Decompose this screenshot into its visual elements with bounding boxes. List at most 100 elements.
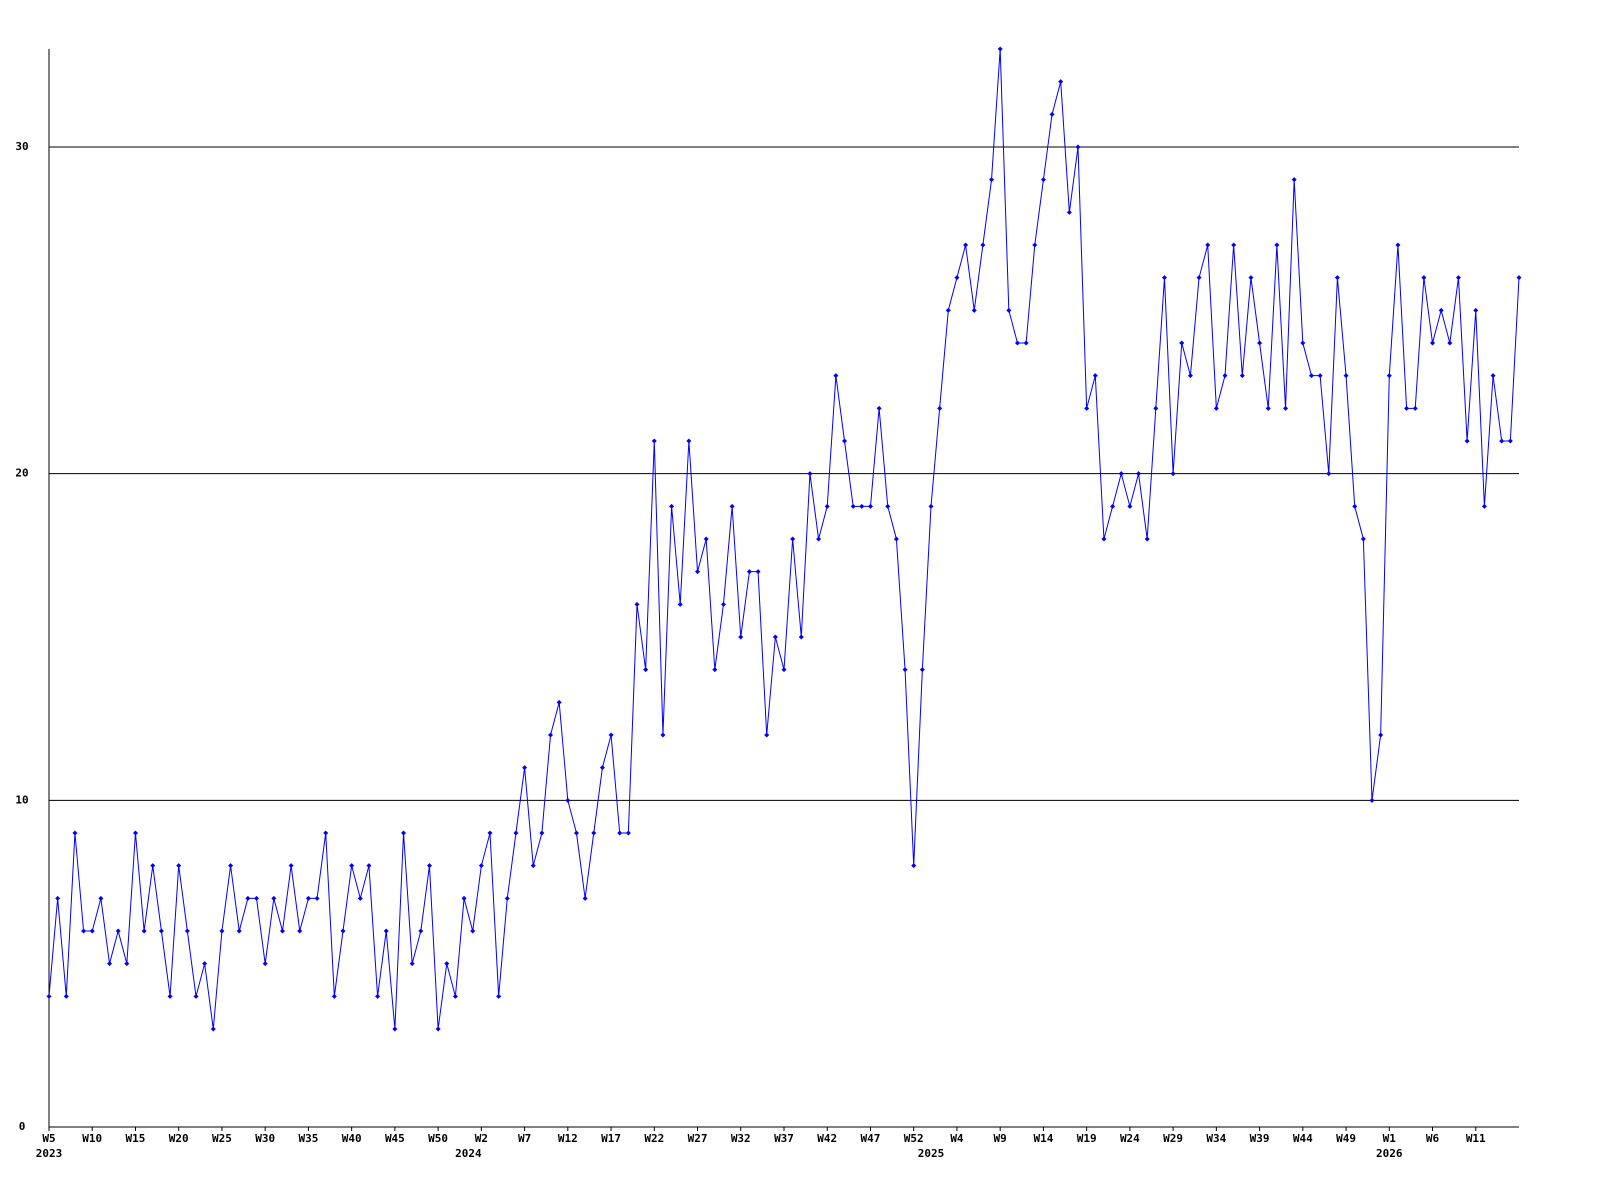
- point: [124, 961, 130, 967]
- x-tick-label: W39: [1250, 1132, 1270, 1145]
- point: [46, 993, 52, 999]
- point: [167, 993, 173, 999]
- y-tick-label: 20: [15, 467, 28, 480]
- point: [1136, 471, 1142, 477]
- point: [392, 1026, 398, 1032]
- point: [89, 928, 95, 934]
- x-tick-label: W17: [601, 1132, 621, 1145]
- point: [1084, 405, 1090, 411]
- point: [63, 993, 69, 999]
- point: [1170, 471, 1176, 477]
- point: [323, 830, 329, 836]
- point: [867, 503, 873, 509]
- point: [617, 830, 623, 836]
- point: [1023, 340, 1029, 346]
- point: [1066, 209, 1072, 215]
- x-tick-label: W10: [82, 1132, 102, 1145]
- year-label: 2026: [1376, 1147, 1403, 1160]
- x-tick-label: W29: [1163, 1132, 1183, 1145]
- year-label: 2024: [455, 1147, 482, 1160]
- point: [1283, 405, 1289, 411]
- point: [556, 699, 562, 705]
- point: [902, 667, 908, 673]
- point: [591, 830, 597, 836]
- point: [1213, 405, 1219, 411]
- point: [461, 895, 467, 901]
- point: [262, 961, 268, 967]
- point: [366, 863, 372, 869]
- x-tick-label: W49: [1336, 1132, 1356, 1145]
- point: [695, 569, 701, 575]
- point: [1317, 373, 1323, 379]
- point: [349, 863, 355, 869]
- point: [228, 863, 234, 869]
- point: [625, 830, 631, 836]
- point: [1222, 373, 1228, 379]
- x-tick-label: W6: [1426, 1132, 1440, 1145]
- point: [331, 993, 337, 999]
- point: [720, 601, 726, 607]
- point: [1404, 405, 1410, 411]
- point: [1490, 373, 1496, 379]
- point: [712, 667, 718, 673]
- point: [1006, 307, 1012, 313]
- x-tick-label: W30: [255, 1132, 275, 1145]
- point: [1049, 111, 1055, 117]
- point: [859, 503, 865, 509]
- series-line: [48, 48, 1520, 1030]
- point: [686, 438, 692, 444]
- point: [245, 895, 251, 901]
- point: [202, 961, 208, 967]
- point: [1308, 373, 1314, 379]
- point: [738, 634, 744, 640]
- point: [236, 928, 242, 934]
- point: [81, 928, 87, 934]
- point: [677, 601, 683, 607]
- point: [1187, 373, 1193, 379]
- x-tick-label: W52: [904, 1132, 924, 1145]
- point: [850, 503, 856, 509]
- point: [1481, 503, 1487, 509]
- point: [764, 732, 770, 738]
- point: [963, 242, 969, 248]
- point: [1058, 79, 1064, 85]
- point: [1265, 405, 1271, 411]
- point: [1040, 177, 1046, 183]
- x-tick-label: W4: [950, 1132, 964, 1145]
- point: [1014, 340, 1020, 346]
- x-tick-label: W5: [42, 1132, 55, 1145]
- point: [1127, 503, 1133, 509]
- point: [660, 732, 666, 738]
- point: [418, 928, 424, 934]
- point: [651, 438, 657, 444]
- point: [314, 895, 320, 901]
- point: [141, 928, 147, 934]
- point: [1352, 503, 1358, 509]
- point: [513, 830, 519, 836]
- point: [1447, 340, 1453, 346]
- x-tick-label: W37: [774, 1132, 794, 1145]
- point: [1421, 275, 1427, 281]
- point: [219, 928, 225, 934]
- point: [297, 928, 303, 934]
- y-tick-label: 0: [19, 1120, 26, 1133]
- point: [132, 830, 138, 836]
- point: [876, 405, 882, 411]
- point: [548, 732, 554, 738]
- point: [1473, 307, 1479, 313]
- point: [193, 993, 199, 999]
- point: [729, 503, 735, 509]
- point: [1386, 373, 1392, 379]
- point: [98, 895, 104, 901]
- point: [271, 895, 277, 901]
- y-tick-label: 10: [15, 793, 28, 806]
- point: [1326, 471, 1332, 477]
- point: [1075, 144, 1081, 150]
- point: [184, 928, 190, 934]
- point: [643, 667, 649, 673]
- point: [919, 667, 925, 673]
- x-tick-label: W7: [518, 1132, 531, 1145]
- point: [176, 863, 182, 869]
- point: [1300, 340, 1306, 346]
